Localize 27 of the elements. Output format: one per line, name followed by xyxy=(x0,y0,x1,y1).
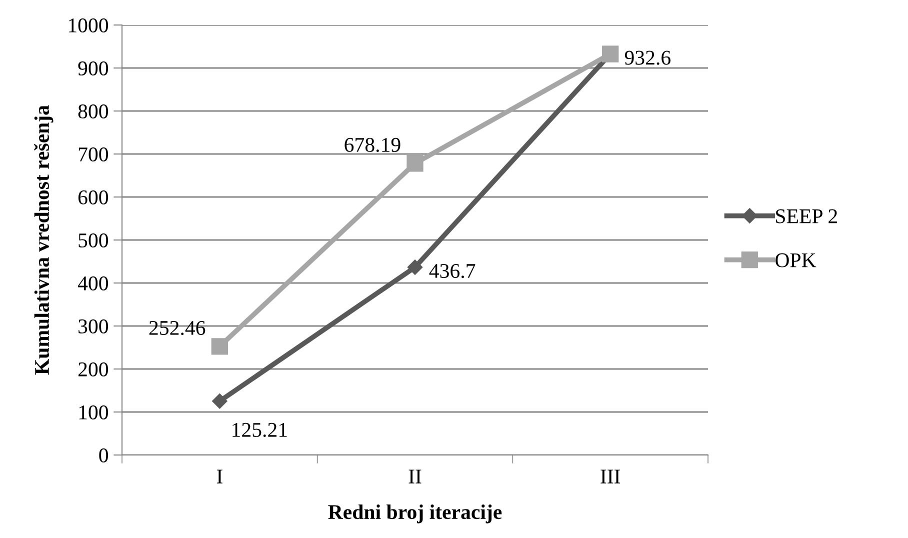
data-label: 436.7 xyxy=(429,264,476,278)
legend-label: SEEP 2 xyxy=(776,209,837,224)
y-tick-label: 300 xyxy=(78,319,108,334)
y-tick-label: 900 xyxy=(78,61,108,76)
point xyxy=(406,155,424,172)
y-tick-label: 400 xyxy=(78,276,108,290)
y-axis-title: Kumulativna vrednost rešenja xyxy=(34,105,54,375)
x-axis-title: Redni broj iteracije xyxy=(328,504,502,524)
point xyxy=(211,338,228,355)
legend-label: OPK xyxy=(776,253,816,268)
y-tick-label: 100 xyxy=(79,405,108,420)
y-tick-label: 1000 xyxy=(68,18,108,32)
x-tick-label: III xyxy=(600,470,620,484)
data-label: 125.21 xyxy=(232,422,287,438)
y-tick-label: 600 xyxy=(78,190,108,204)
data-label: 678.19 xyxy=(344,138,400,152)
y-tick-label: 800 xyxy=(78,104,108,118)
y-tick-label: 700 xyxy=(78,147,108,162)
data-label: 932.6 xyxy=(624,50,670,65)
y-tick-label: 0 xyxy=(99,448,108,462)
y-tick-label: 500 xyxy=(78,233,108,248)
point xyxy=(212,394,228,409)
x-tick-label: II xyxy=(408,470,422,484)
point xyxy=(407,260,423,275)
x-tick-label: I xyxy=(216,470,222,484)
y-tick-label: 200 xyxy=(78,362,108,376)
data-label: 252.46 xyxy=(149,320,206,336)
